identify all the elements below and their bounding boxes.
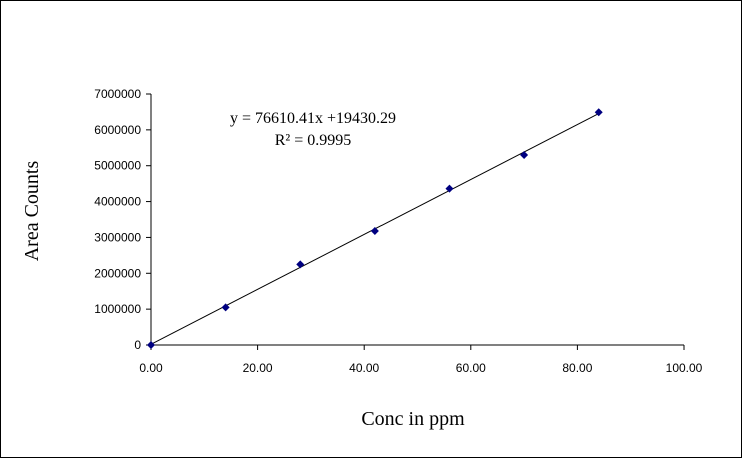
axes [150,94,684,346]
y-tick-label: 0 [134,338,141,352]
data-point [520,150,529,159]
y-tick-label: 1000000 [94,302,141,316]
x-axis-ticks: 0.00 20.00 40.00 60.00 80.00 100.00 [139,345,703,375]
x-axis-title: Conc in ppm [361,408,465,430]
data-points [147,108,603,349]
data-point [221,303,230,312]
y-tick-label: 5000000 [94,159,141,173]
data-point [296,260,305,269]
y-tick-label: 7000000 [94,87,141,101]
y-tick-label: 2000000 [94,266,141,280]
x-tick-label: 100.00 [666,361,703,375]
x-tick-label: 0.00 [139,361,163,375]
x-tick-label: 20.00 [243,361,273,375]
data-point [445,184,454,193]
data-point [594,108,603,117]
data-point [370,226,379,235]
y-tick-label: 3000000 [94,230,141,244]
x-tick-label: 60.00 [456,361,486,375]
y-axis-title: Area Counts [21,161,43,262]
y-axis-ticks: 0 1000000 2000000 3000000 4000000 5000000 6000… [94,87,151,352]
x-tick-label: 40.00 [349,361,379,375]
data-point [147,341,155,349]
y-tick-label: 4000000 [94,195,141,209]
equation-label: y = 76610.41x +19430.29 [230,110,396,127]
r-squared-label: R² = 0.9995 [275,132,352,149]
y-tick-label: 6000000 [94,123,141,137]
x-tick-label: 80.00 [562,361,592,375]
